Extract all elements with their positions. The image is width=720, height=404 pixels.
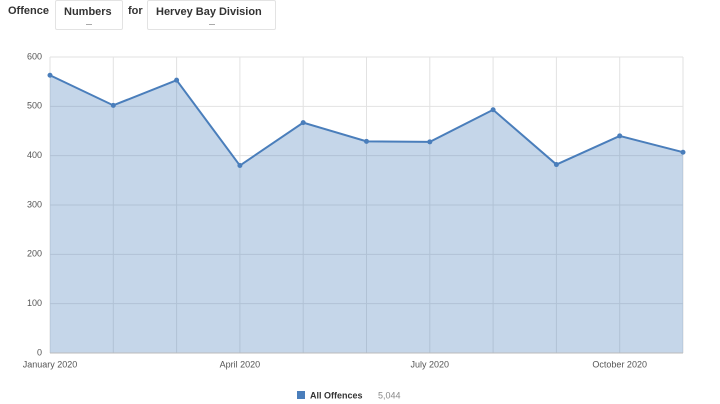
y-tick-label: 600 — [27, 51, 42, 61]
for-label: for — [128, 5, 143, 17]
point — [617, 133, 623, 139]
measure-dropdown[interactable]: Numbers — [55, 0, 123, 30]
point — [364, 138, 369, 144]
division-dropdown[interactable]: Hervey Bay Division — [147, 0, 276, 30]
y-tick-label: 200 — [27, 249, 42, 259]
point — [553, 162, 559, 168]
legend-total: 5,044 — [378, 390, 401, 400]
point — [237, 163, 243, 169]
y-tick-label: 500 — [27, 101, 42, 111]
x-tick-label: January 2020 — [23, 359, 78, 369]
offence-label: Offence — [8, 5, 49, 17]
point — [300, 120, 306, 126]
legend-swatch — [297, 391, 305, 399]
y-tick-label: 400 — [27, 150, 42, 160]
point — [174, 77, 180, 83]
point — [680, 149, 686, 155]
point — [490, 107, 496, 113]
y-tick-label: 100 — [27, 298, 42, 308]
y-tick-label: 300 — [27, 199, 42, 209]
x-tick-label: April 2020 — [220, 359, 261, 369]
x-tick-label: July 2020 — [411, 359, 450, 369]
legend-label: All Offences — [310, 390, 363, 400]
point — [110, 102, 116, 108]
x-tick-label: October 2020 — [592, 359, 647, 369]
area — [50, 75, 683, 354]
point — [47, 72, 53, 78]
y-tick-label: 0 — [37, 347, 42, 357]
point — [427, 139, 433, 145]
